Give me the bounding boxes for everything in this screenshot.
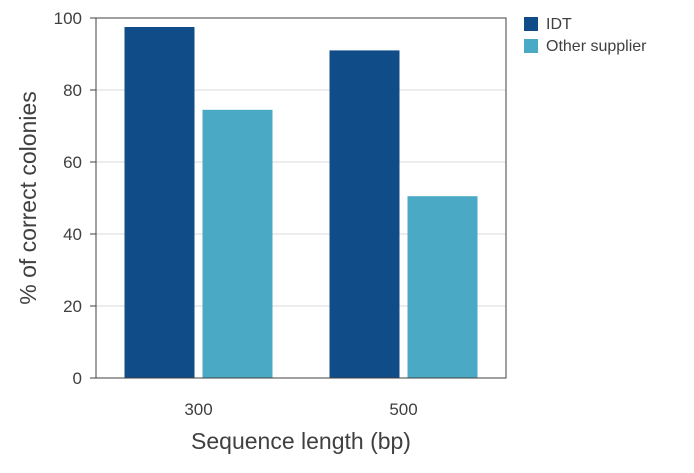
y-tick-label: 100: [54, 9, 82, 28]
bar-idt-500: [329, 50, 400, 379]
x-tick-label: 500: [389, 400, 417, 419]
y-axis-ticks: 0 20 40 60 80 100: [54, 9, 96, 388]
y-tick-label: 20: [63, 297, 82, 316]
y-axis-label: % of correct colonies: [15, 91, 41, 304]
legend: IDT Other supplier: [524, 16, 647, 55]
bars: [124, 27, 478, 379]
y-tick-label: 40: [63, 225, 82, 244]
y-tick-label: 0: [73, 369, 82, 388]
x-axis-label: Sequence length (bp): [191, 428, 411, 454]
y-tick-label: 60: [63, 153, 82, 172]
legend-swatch: [524, 17, 538, 31]
legend-label: IDT: [546, 16, 572, 33]
y-tick-label: 80: [63, 81, 82, 100]
bar-other-supplier-300: [202, 109, 273, 379]
plot-frame: [95, 17, 507, 379]
x-axis-ticks: 300 500: [184, 400, 417, 419]
bar-idt-300: [124, 27, 195, 378]
legend-swatch: [524, 39, 538, 53]
legend-label: Other supplier: [546, 38, 647, 55]
bar-other-supplier-500: [407, 196, 478, 378]
x-tick-label: 300: [184, 400, 212, 419]
